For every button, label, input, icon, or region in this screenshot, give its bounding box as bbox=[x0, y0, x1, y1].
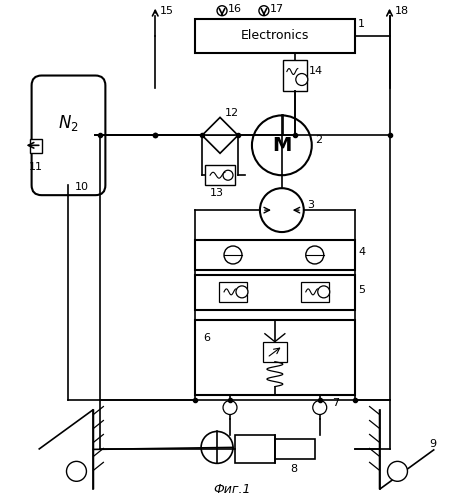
Text: 10: 10 bbox=[75, 182, 88, 192]
Text: 6: 6 bbox=[203, 332, 210, 342]
Circle shape bbox=[312, 400, 326, 414]
Text: 17: 17 bbox=[269, 4, 283, 14]
Circle shape bbox=[223, 170, 232, 180]
Text: 4: 4 bbox=[358, 247, 365, 257]
Text: 5: 5 bbox=[358, 285, 365, 295]
Circle shape bbox=[224, 246, 241, 264]
Circle shape bbox=[200, 432, 232, 464]
Text: 7: 7 bbox=[331, 398, 338, 407]
Bar bbox=[219, 282, 246, 302]
Circle shape bbox=[317, 286, 329, 298]
Bar bbox=[194, 320, 354, 394]
Text: 9: 9 bbox=[428, 440, 436, 450]
Text: $N_2$: $N_2$ bbox=[58, 114, 79, 134]
Bar bbox=[205, 166, 234, 185]
FancyBboxPatch shape bbox=[31, 76, 105, 195]
Text: 11: 11 bbox=[29, 162, 43, 172]
Bar bbox=[194, 240, 354, 270]
Bar bbox=[274, 440, 314, 460]
Bar bbox=[194, 275, 354, 310]
Circle shape bbox=[66, 462, 86, 481]
Text: 1: 1 bbox=[357, 18, 364, 28]
Circle shape bbox=[217, 6, 226, 16]
Circle shape bbox=[223, 400, 237, 414]
Text: 2: 2 bbox=[314, 136, 321, 145]
Bar bbox=[300, 282, 328, 302]
Circle shape bbox=[305, 246, 323, 264]
Circle shape bbox=[295, 74, 307, 86]
Circle shape bbox=[258, 6, 269, 16]
Bar bbox=[30, 140, 42, 153]
Circle shape bbox=[259, 188, 303, 232]
Text: 12: 12 bbox=[225, 108, 238, 118]
Text: 3: 3 bbox=[306, 200, 313, 210]
Bar bbox=[234, 436, 274, 464]
Circle shape bbox=[251, 116, 311, 175]
Text: 8: 8 bbox=[289, 464, 296, 474]
Text: Electronics: Electronics bbox=[240, 29, 308, 42]
Bar bbox=[263, 342, 286, 361]
Circle shape bbox=[236, 286, 247, 298]
Bar bbox=[282, 60, 306, 92]
Text: M: M bbox=[272, 136, 291, 155]
Text: 14: 14 bbox=[308, 66, 322, 76]
Polygon shape bbox=[202, 118, 238, 154]
Text: Фиг.1: Фиг.1 bbox=[213, 483, 250, 496]
Text: 15: 15 bbox=[160, 6, 174, 16]
Circle shape bbox=[387, 462, 407, 481]
Bar bbox=[194, 18, 354, 52]
Text: 18: 18 bbox=[394, 6, 408, 16]
Text: 13: 13 bbox=[210, 188, 224, 198]
Text: 16: 16 bbox=[227, 4, 242, 14]
